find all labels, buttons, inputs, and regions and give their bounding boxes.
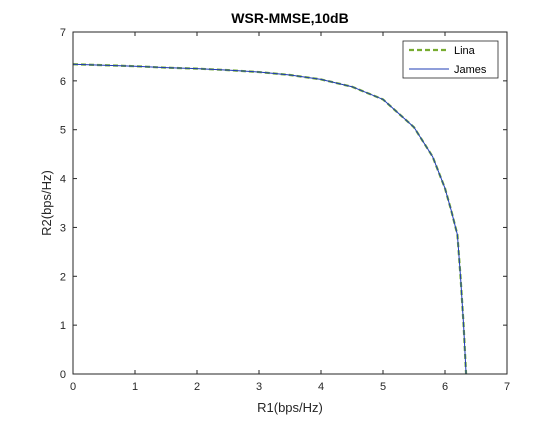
plot-area	[73, 32, 507, 374]
y-tick-label: 4	[60, 174, 66, 186]
x-tick-label: 0	[70, 381, 76, 393]
legend: Lina James	[402, 40, 499, 79]
x-tick-label: 5	[380, 381, 386, 393]
legend-label-lina: Lina	[454, 45, 476, 57]
x-axis-label: R1(bps/Hz)	[257, 400, 323, 415]
series-layer	[72, 63, 468, 375]
chart-title: WSR-MMSE,10dB	[231, 10, 348, 26]
legend-box	[402, 40, 499, 79]
y-tick-label: 0	[60, 369, 66, 381]
axes-frame	[72, 31, 508, 375]
y-tick-label: 1	[60, 320, 66, 332]
series-line-james	[72, 63, 467, 375]
x-tick-label: 2	[194, 381, 200, 393]
y-tick-label: 7	[60, 27, 66, 39]
y-tick-label: 2	[60, 271, 66, 283]
x-tick-label: 4	[318, 381, 324, 393]
y-tick-label: 3	[60, 222, 66, 234]
y-axis-label: R2(bps/Hz)	[39, 170, 54, 236]
x-tick-label: 6	[442, 381, 448, 393]
x-tick-label: 7	[504, 381, 510, 393]
x-tick-label: 3	[256, 381, 262, 393]
y-tick-label: 6	[60, 76, 66, 88]
x-tick-label: 1	[132, 381, 138, 393]
legend-label-james: James	[454, 64, 487, 76]
y-tick-label: 5	[60, 125, 66, 137]
